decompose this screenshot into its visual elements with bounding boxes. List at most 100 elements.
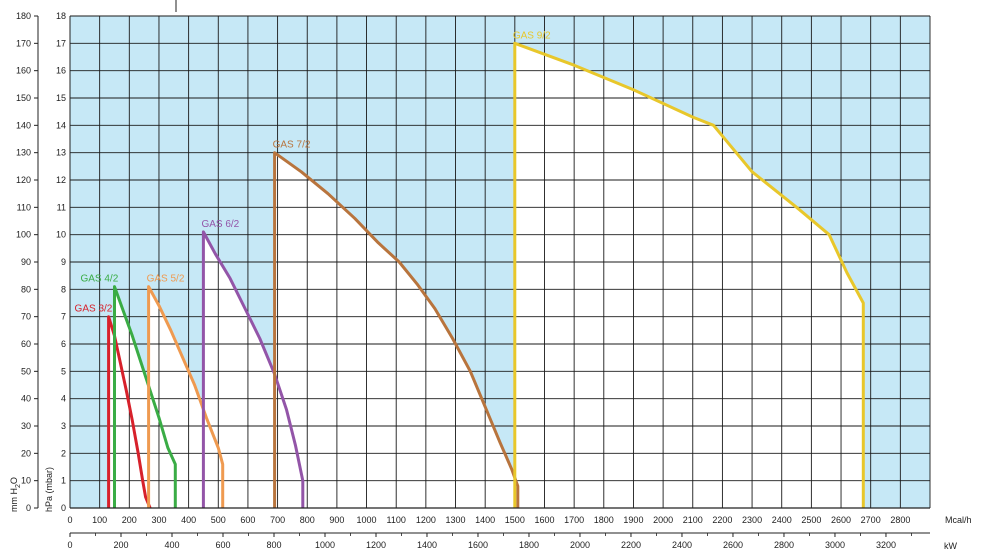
x-tick-label-mcal: 900 [329, 515, 344, 525]
y-tick-label-mm: 100 [16, 230, 31, 240]
x-tick-label-mcal: 2800 [890, 515, 910, 525]
x-tick-label-kw: 200 [113, 540, 128, 550]
y-tick-label-hpa: 8 [61, 284, 66, 294]
series-line-6 [513, 41, 865, 508]
y-tick-label-mm: 160 [16, 66, 31, 76]
x-tick-label-kw: 400 [164, 540, 179, 550]
x-tick-label-kw: 2800 [774, 540, 794, 550]
y-tick-label-hpa: 5 [61, 366, 66, 376]
x-tick-label-kw: 3000 [825, 540, 845, 550]
x-tick-label-mcal: 400 [181, 515, 196, 525]
y-tick-label-mm: 10 [21, 476, 31, 486]
x-tick-label-mcal: 700 [270, 515, 285, 525]
x-tick-label-kw: 1200 [366, 540, 386, 550]
x-tick-label-mcal: 2500 [801, 515, 821, 525]
y-tick-label-mm: 40 [21, 394, 31, 404]
x-tick-label-mcal: 2600 [831, 515, 851, 525]
series-line-3 [147, 285, 225, 508]
y-tick-label-mm: 150 [16, 93, 31, 103]
y-axis-mm: 0 10 20 30 40 50 60 70 80 90 100 110 120 130 140 150 160… [16, 11, 39, 513]
y-label-mm: mm H2O [9, 477, 22, 512]
series-label-2: GAS 4/2 [80, 274, 118, 285]
series-label-3: GAS 5/2 [147, 274, 185, 285]
series-label-1: GAS 3/2 [75, 304, 113, 315]
x-tick-label-mcal: 1900 [623, 515, 643, 525]
working-area-6 [514, 43, 864, 509]
y-tick-label-mm: 50 [21, 366, 31, 376]
x-tick-label-mcal: 300 [151, 515, 166, 525]
y-tick-label-mm: 170 [16, 38, 31, 48]
y-tick-label-mm: 20 [21, 448, 31, 458]
series-labels: GAS 3/2 GAS 4/2 GAS 5/2 GAS 6/2 GAS 7/2 GAS 9… [75, 30, 552, 314]
x-tick-label-kw: 2600 [723, 540, 743, 550]
y-tick-label-mm: 140 [16, 120, 31, 130]
series-label-6: GAS 9/2 [513, 30, 551, 41]
x-tick-label-mcal: 2200 [712, 515, 732, 525]
x-tick-label-kw: 0 [67, 540, 72, 550]
y-tick-label-mm: 130 [16, 148, 31, 158]
x-tick-label-mcal: 1000 [357, 515, 377, 525]
series-lines [107, 41, 865, 509]
x-tick-label-mcal: 500 [211, 515, 226, 525]
y-tick-label-mm: 0 [26, 503, 31, 513]
y-tick-label-mm: 90 [21, 257, 31, 267]
x-tick-label-kw: 2000 [570, 540, 590, 550]
x-unit-kw: kW [944, 541, 958, 551]
y-tick-label-hpa: 9 [61, 257, 66, 267]
x-axis-kw: 0 200 400 600 800 1000 1200 1400 1600 1800 2000 220… [67, 532, 930, 550]
y-tick-label-mm: 30 [21, 421, 31, 431]
y-tick-label-mm: 120 [16, 175, 31, 185]
y-label-hpa: hPa (mbar) [44, 467, 54, 512]
x-tick-label-mcal: 100 [92, 515, 107, 525]
x-tick-label-mcal: 2700 [861, 515, 881, 525]
y-tick-label-hpa: 7 [61, 312, 66, 322]
x-axis-mcal: 0 100 200 300 400 500 600 700 800 900 1000 1100 1200… [67, 507, 930, 525]
y-tick-label-hpa: 15 [56, 93, 66, 103]
series-label-4: GAS 6/2 [201, 219, 239, 230]
y-tick-label-hpa: 18 [56, 11, 66, 21]
series-line-5 [273, 151, 520, 508]
y-tick-label-hpa: 4 [61, 394, 66, 404]
y-tick-label-hpa: 0 [61, 503, 66, 513]
x-tick-label-mcal: 2400 [772, 515, 792, 525]
x-tick-label-mcal: 2100 [683, 515, 703, 525]
x-tick-label-mcal: 1800 [594, 515, 614, 525]
x-tick-label-mcal: 1600 [534, 515, 554, 525]
y-tick-label-mm: 70 [21, 312, 31, 322]
x-tick-label-mcal: 1300 [446, 515, 466, 525]
y-tick-label-hpa: 13 [56, 148, 66, 158]
x-tick-label-kw: 2400 [672, 540, 692, 550]
y-tick-label-hpa: 1 [61, 476, 66, 486]
series-line-2 [113, 285, 177, 508]
y-tick-label-mm: 80 [21, 284, 31, 294]
x-unit-mcal: Mcal/h [945, 515, 972, 525]
y-tick-label-hpa: 10 [56, 230, 66, 240]
series-line-4 [201, 230, 305, 508]
x-tick-label-kw: 1600 [468, 540, 488, 550]
x-tick-label-kw: 1800 [519, 540, 539, 550]
x-tick-label-mcal: 1100 [387, 515, 406, 525]
x-tick-label-mcal: 1200 [416, 515, 436, 525]
y-tick-label-mm: 110 [17, 202, 31, 212]
x-tick-label-kw: 3200 [876, 540, 896, 550]
y-tick-label-hpa: 12 [56, 175, 66, 185]
series-line-1 [107, 315, 152, 509]
y-tick-label-hpa: 6 [61, 339, 66, 349]
y-tick-label-hpa: 2 [61, 448, 66, 458]
x-tick-label-mcal: 600 [240, 515, 255, 525]
x-tick-label-kw: 800 [266, 540, 281, 550]
series-label-5: GAS 7/2 [273, 140, 311, 151]
x-tick-label-kw: 1000 [315, 540, 335, 550]
working-areas [108, 43, 864, 509]
y-tick-label-mm: 180 [16, 11, 31, 21]
x-tick-label-kw: 2200 [621, 540, 641, 550]
x-tick-label-kw: 1400 [417, 540, 437, 550]
y-tick-label-hpa: 11 [57, 202, 66, 212]
x-tick-label-mcal: 1500 [505, 515, 525, 525]
x-tick-label-mcal: 2300 [742, 515, 762, 525]
y-tick-label-hpa: 14 [56, 120, 66, 130]
y-tick-label-hpa: 3 [61, 421, 66, 431]
y-tick-label-hpa: 16 [56, 66, 66, 76]
